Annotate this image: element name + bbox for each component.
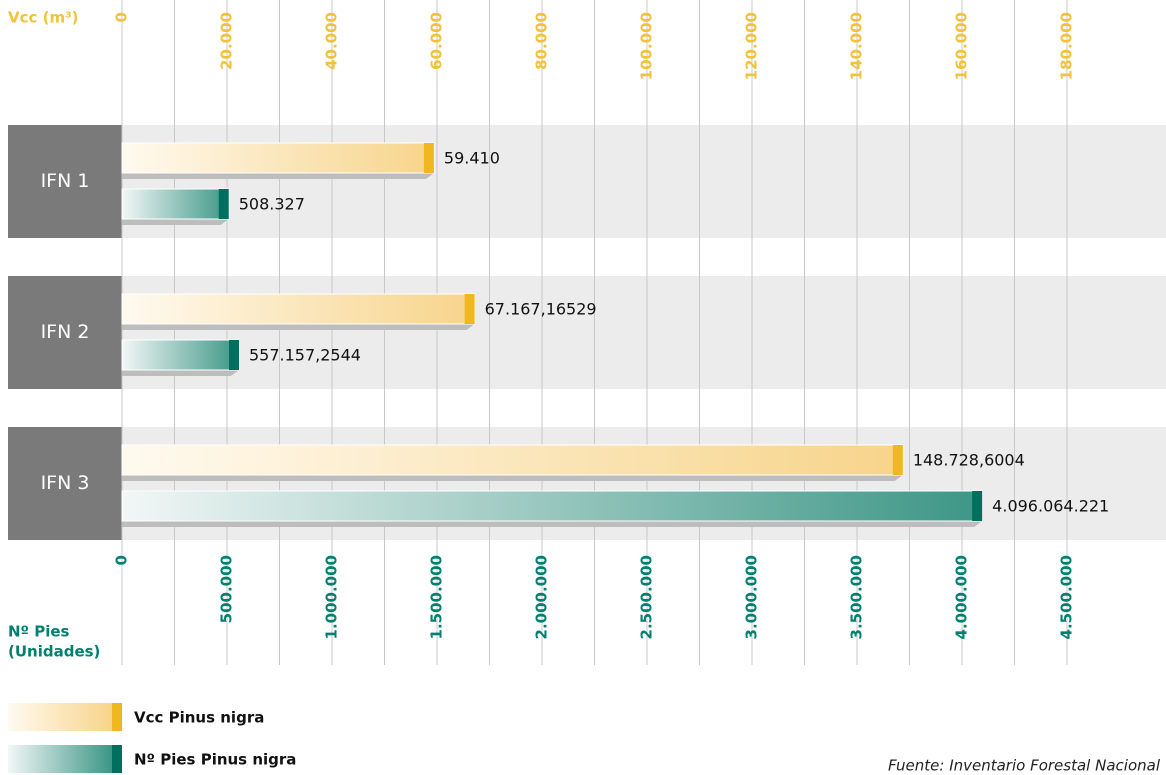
category-label: IFN 2 xyxy=(41,321,90,343)
bar-cap xyxy=(972,491,983,521)
x2-tick-label: 2.000.000 xyxy=(533,555,551,639)
source-note: Fuente: Inventario Forestal Nacional xyxy=(888,757,1161,775)
bar-cap xyxy=(229,340,240,370)
row-band xyxy=(122,276,1166,389)
row-band xyxy=(122,125,1166,238)
x-axis-title: Vcc (m³) xyxy=(8,9,79,27)
legend-swatch xyxy=(8,745,112,773)
bar xyxy=(121,293,476,325)
x2-tick-label: 3.000.000 xyxy=(743,555,761,639)
legend-swatch xyxy=(8,703,112,731)
category-label: IFN 3 xyxy=(41,472,90,494)
value-label: 67.167,16529 xyxy=(485,300,597,319)
x-tick-label: 160.000 xyxy=(953,12,971,80)
bar-shadow xyxy=(122,521,983,527)
x-tick-label: 80.000 xyxy=(533,12,551,70)
x-tick-label: 0 xyxy=(113,12,131,22)
x-tick-label: 180.000 xyxy=(1058,12,1076,80)
bar xyxy=(121,339,240,371)
bar-cap xyxy=(423,143,434,173)
x-tick-label: 20.000 xyxy=(218,12,236,70)
category-box xyxy=(8,276,122,389)
x2-tick-label: 500.000 xyxy=(218,555,236,623)
x-tick-label: 140.000 xyxy=(848,12,866,80)
bar xyxy=(121,142,435,174)
bar-shadow xyxy=(122,219,229,225)
x2-tick-label: 2.500.000 xyxy=(638,555,656,639)
x2-tick-label: 4.000.000 xyxy=(953,555,971,639)
bar-cap xyxy=(218,189,229,219)
value-label: 59.410 xyxy=(444,149,500,168)
legend-swatch-cap xyxy=(112,703,122,731)
x2-tick-label: 1.500.000 xyxy=(428,555,446,639)
category-box xyxy=(8,427,122,540)
x-tick-label: 40.000 xyxy=(323,12,341,70)
bar xyxy=(121,490,983,522)
x2-axis-title: (Unidades) xyxy=(8,643,100,661)
x-tick-label: 100.000 xyxy=(638,12,656,80)
value-label: 508.327 xyxy=(239,195,305,214)
bar-cap xyxy=(892,445,903,475)
value-label: 4.096.064.221 xyxy=(992,497,1109,516)
value-label: 148.728,6004 xyxy=(913,451,1025,470)
legend-swatch-cap xyxy=(112,745,122,773)
x2-tick-label: 0 xyxy=(113,555,131,565)
x2-axis-title: Nº Pies xyxy=(8,623,70,641)
bar-cap xyxy=(464,294,475,324)
bar-shadow xyxy=(122,173,434,179)
bar-shadow xyxy=(122,475,903,481)
x2-tick-label: 4.500.000 xyxy=(1058,555,1076,639)
category-label: IFN 1 xyxy=(41,170,90,192)
x2-tick-label: 3.500.000 xyxy=(848,555,866,639)
x-tick-label: 120.000 xyxy=(743,12,761,80)
x2-tick-label: 1.000.000 xyxy=(323,555,341,639)
bar xyxy=(121,188,230,220)
bar-shadow xyxy=(122,324,475,330)
value-label: 557.157,2544 xyxy=(249,346,361,365)
legend-label: Nº Pies Pinus nigra xyxy=(134,751,296,769)
legend-label: Vcc Pinus nigra xyxy=(134,709,264,727)
bar xyxy=(121,444,904,476)
bar-shadow xyxy=(122,370,240,376)
x-tick-label: 60.000 xyxy=(428,12,446,70)
category-box xyxy=(8,125,122,238)
